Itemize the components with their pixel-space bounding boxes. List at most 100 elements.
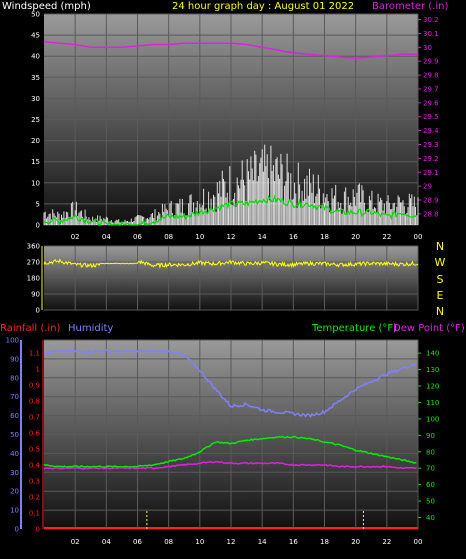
- barometer-series: [43, 41, 418, 60]
- barometer-tick: 30.2: [423, 16, 439, 24]
- humidity-tick: 10: [10, 507, 19, 515]
- barometer-tick: 29.1: [423, 169, 439, 177]
- compass-letter: N: [436, 240, 444, 253]
- windspeed-tick: 35: [31, 74, 40, 82]
- direction-tick: 180: [27, 275, 40, 283]
- windspeed-tick: 30: [31, 95, 40, 103]
- wind-x-tick: 14: [258, 233, 267, 241]
- wind-direction-series: [43, 258, 419, 269]
- temperature-tick: 100: [426, 415, 439, 423]
- rainfall-tick: 0.7: [29, 413, 40, 421]
- barometer-label: Barometer (.in): [372, 1, 448, 12]
- rainfall-tick: 0.5: [29, 445, 40, 453]
- temp-x-tick: 10: [195, 538, 204, 546]
- wind-x-tick: 04: [102, 233, 111, 241]
- humidity-tick: 60: [10, 412, 19, 420]
- temp-x-tick: 20: [351, 538, 360, 546]
- temperature-label: Temperature (°F): [311, 323, 397, 334]
- windspeed-label: Windspeed (mph): [2, 1, 91, 12]
- temp-x-tick: 16: [289, 538, 298, 546]
- rainfall-label: Rainfall (.in): [0, 323, 61, 334]
- temperature-tick: 50: [426, 498, 435, 506]
- direction-tick: 0: [36, 307, 40, 315]
- dewpoint-series: [43, 460, 417, 470]
- barometer-tick: 29.7: [423, 85, 439, 93]
- temperature-tick: 70: [426, 465, 435, 473]
- wind-x-tick: 08: [164, 233, 173, 241]
- direction-tick: 360: [27, 243, 40, 251]
- windspeed-tick: 5: [36, 200, 40, 208]
- rainfall-tick: 0.3: [29, 477, 40, 485]
- temperature-series: [43, 435, 417, 468]
- humidity-tick: 100: [6, 337, 19, 345]
- wind-x-tick: 12: [227, 233, 236, 241]
- humidity-tick: 70: [10, 393, 19, 401]
- temp-x-tick: 06: [133, 538, 142, 546]
- barometer-tick: 30.1: [423, 30, 439, 38]
- windspeed-tick: 10: [31, 179, 40, 187]
- barometer-tick: 29.5: [423, 113, 439, 121]
- temp-x-tick: 22: [382, 538, 391, 546]
- humidity-tick: 30: [10, 469, 19, 477]
- temperature-tick: 40: [426, 514, 435, 522]
- compass-letter: N: [436, 305, 444, 318]
- windspeed-tick: 50: [31, 11, 40, 19]
- rainfall-tick: 0.8: [29, 397, 40, 405]
- compass-letter: W: [435, 256, 446, 269]
- windspeed-tick: 15: [31, 158, 40, 166]
- grid-lines: [20, 13, 421, 530]
- humidity-tick: 20: [10, 488, 19, 496]
- temperature-tick: 120: [426, 383, 439, 391]
- barometer-tick: 29.8: [423, 72, 439, 80]
- temperature-tick: 60: [426, 481, 435, 489]
- humidity-tick: 40: [10, 450, 19, 458]
- temperature-tick: 110: [426, 399, 439, 407]
- wind-x-tick: 10: [195, 233, 204, 241]
- windspeed-tick: 0: [36, 222, 40, 230]
- barometer-tick: 28.8: [423, 210, 439, 218]
- rainfall-tick: 1.1: [29, 349, 40, 357]
- wind-x-tick: 22: [382, 233, 391, 241]
- wind-x-tick: 16: [289, 233, 298, 241]
- temperature-tick: 140: [426, 350, 439, 358]
- rainfall-tick: 0.6: [29, 429, 41, 437]
- temp-x-tick: 12: [227, 538, 236, 546]
- chart-title: 24 hour graph day : August 01 2022: [172, 1, 354, 12]
- wind-gust-series: [43, 144, 419, 225]
- temperature-tick: 90: [426, 432, 435, 440]
- humidity-tick: 90: [10, 355, 19, 363]
- barometer-tick: 30: [423, 44, 432, 52]
- temperature-tick: 80: [426, 448, 435, 456]
- windspeed-tick: 45: [31, 32, 40, 40]
- barometer-tick: 29.2: [423, 155, 439, 163]
- temp-x-tick: 14: [258, 538, 267, 546]
- wind-x-tick: 06: [133, 233, 142, 241]
- wind-x-tick: 20: [351, 233, 360, 241]
- wind-x-tick: 18: [320, 233, 329, 241]
- direction-tick: 270: [27, 259, 40, 267]
- wind-avg-series: [43, 194, 417, 227]
- rainfall-tick: 0.4: [29, 461, 41, 469]
- compass-letter: E: [437, 289, 444, 302]
- wind-x-tick: 00: [414, 233, 423, 241]
- wind-x-tick: 02: [71, 233, 80, 241]
- humidity-tick: 50: [10, 431, 19, 439]
- humidity-tick: 80: [10, 374, 19, 382]
- temp-x-tick: 04: [102, 538, 111, 546]
- temp-x-tick: 18: [320, 538, 329, 546]
- barometer-tick: 29.6: [423, 99, 439, 107]
- windspeed-tick: 40: [31, 53, 40, 61]
- rainfall-tick: 1: [36, 365, 40, 373]
- humidity-tick: 0: [15, 526, 19, 534]
- temperature-tick: 130: [426, 366, 439, 374]
- rainfall-tick: 0.2: [29, 493, 40, 501]
- barometer-tick: 29.9: [423, 58, 439, 66]
- barometer-tick: 29.3: [423, 141, 439, 149]
- temp-x-tick: 00: [414, 538, 423, 546]
- rainfall-tick: 0.9: [29, 381, 40, 389]
- direction-tick: 90: [31, 291, 40, 299]
- barometer-tick: 28.9: [423, 197, 439, 205]
- windspeed-tick: 20: [31, 137, 40, 145]
- compass-letter: S: [437, 273, 444, 286]
